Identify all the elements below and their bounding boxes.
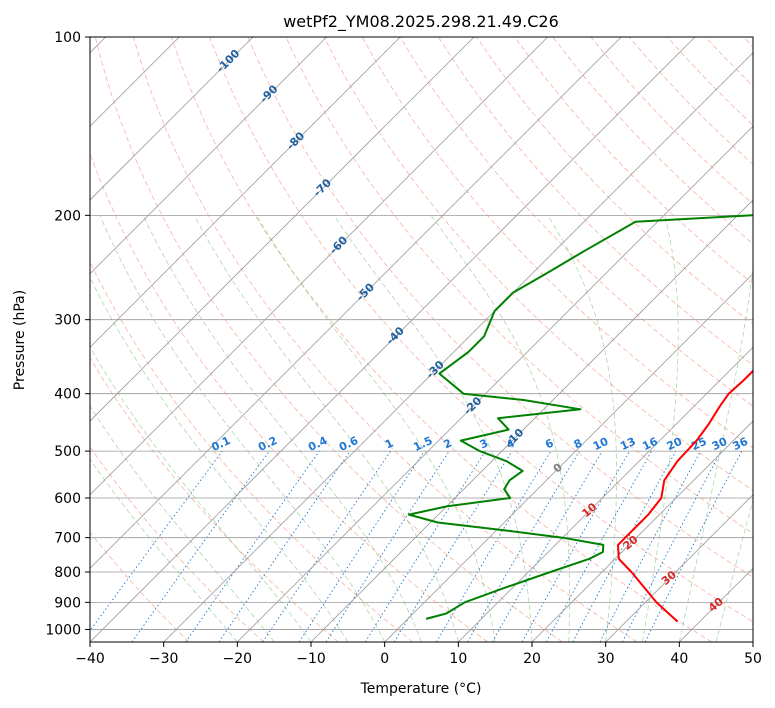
temperature-profile-line: [617, 369, 753, 623]
y-tick-label: 1000: [45, 622, 81, 638]
mixing-ratio-label: 13: [618, 435, 637, 453]
y-axis-ticks: 100 200 300 400 500 600 700 800 900 1000: [45, 30, 90, 638]
dry-adiabat-line: [90, 531, 190, 642]
mixing-ratio-line: [572, 450, 677, 642]
x-tick-label: 30: [597, 651, 615, 667]
isotherm-line: [310, 199, 753, 642]
moist-adiabat-line: [430, 215, 570, 642]
isotherm-line: [531, 420, 753, 642]
isotherm-line: [90, 37, 548, 496]
moist-adiabat-line: [256, 215, 496, 642]
dry-adiabat-line: [361, 37, 753, 449]
dry-adiabat-line: [323, 37, 753, 491]
isotherm-line: [384, 273, 753, 642]
isotherm-line: [90, 37, 401, 348]
mixing-ratio-line: [393, 450, 513, 642]
x-tick-label: −30: [149, 651, 179, 667]
x-tick-label: 50: [744, 651, 762, 667]
moist-adiabat-line: [90, 346, 312, 642]
isotherm-line: [605, 494, 753, 642]
dry-adiabat-line: [209, 37, 753, 623]
isotherm-line: [163, 52, 753, 642]
mixing-ratio-line: [298, 450, 425, 642]
moist-adiabat-line: [678, 266, 753, 642]
y-tick-label: 800: [54, 565, 81, 581]
moist-adiabat-line: [547, 215, 617, 642]
dry-adiabat-line: [399, 37, 753, 407]
dry-adiabat-line: [90, 446, 264, 642]
y-tick-label: 400: [54, 387, 81, 403]
dry-adiabat-line: [133, 37, 638, 642]
x-tick-label: −20: [223, 651, 253, 667]
plot-frame: [89, 36, 754, 643]
isotherm-line: [90, 37, 622, 569]
mixing-ratio-line: [131, 450, 270, 642]
x-axis-ticks: −40 −30 −20 −10 0 10 20 30 40 50: [75, 642, 762, 667]
plot-area: 0.1 0.2 0.4 0.6 1 1.5 2 3 4 6 8 10 13 16 20 25 30 36-100-…: [90, 37, 753, 642]
moist-adiabat-line: [642, 215, 679, 642]
moist-adiabats: [90, 215, 753, 642]
y-tick-label: 200: [54, 208, 81, 224]
x-tick-label: 10: [449, 651, 467, 667]
dry-adiabat-line: [90, 357, 339, 642]
dry-adiabat-line: [90, 152, 488, 642]
mixing-ratio-line: [218, 450, 351, 642]
mixing-ratio-line: [90, 450, 223, 632]
dry-adiabat-line: [171, 37, 712, 642]
isotherm-line: [237, 125, 753, 642]
x-axis-label: Temperature (°C): [360, 681, 482, 697]
mixing-ratio-line: [262, 450, 392, 642]
mixing-ratio-label: 10: [591, 435, 611, 453]
x-tick-label: 40: [670, 651, 688, 667]
dry-adiabats: [90, 37, 753, 642]
moist-adiabat-line: [99, 215, 386, 642]
moist-adiabat-line: [193, 215, 459, 642]
mixing-ratio-line: [325, 450, 450, 642]
isotherm-line: [90, 37, 475, 422]
y-tick-label: 600: [54, 491, 81, 507]
mixing-ratio-lines: [90, 450, 743, 642]
mixing-ratio-label: 30: [710, 435, 730, 453]
moist-adiabat-line: [142, 215, 422, 642]
mixing-ratio-line: [545, 450, 652, 642]
y-tick-label: 100: [54, 30, 81, 46]
x-tick-label: 0: [380, 651, 389, 667]
dry-adiabat-line: [514, 37, 753, 285]
mixing-ratio-line: [521, 450, 630, 642]
dry-adiabat-line: [247, 37, 753, 578]
dry-adiabat-line: [94, 37, 563, 642]
profile-series: [407, 214, 753, 623]
mixing-ratio-label: 20: [665, 435, 685, 453]
x-tick-label: −40: [75, 651, 105, 667]
y-tick-label: 300: [54, 313, 81, 329]
isotherm-line: [90, 37, 327, 275]
dewpoint-profile-line: [407, 214, 753, 620]
isotherms: [90, 37, 753, 642]
moist-adiabat-line: [715, 498, 753, 642]
chart-title: wetPf2_YM08.2025.298.21.49.C26: [283, 12, 559, 32]
moist-adiabat-line: [90, 458, 238, 642]
mixing-ratio-label: 16: [640, 435, 660, 453]
y-tick-label: 900: [54, 595, 81, 611]
dry-adiabat-line: [438, 37, 753, 366]
pressure-gridlines: [90, 37, 753, 630]
mixing-ratio-line: [185, 450, 320, 642]
y-tick-label: 700: [54, 531, 81, 547]
x-tick-label: −10: [296, 651, 326, 667]
dry-adiabat-line: [285, 37, 753, 534]
y-tick-label: 500: [54, 444, 81, 460]
mixing-ratio-label: 25: [689, 435, 708, 453]
y-axis-label: Pressure (hPa): [12, 290, 28, 390]
isotherm-line: [458, 346, 753, 642]
mixing-ratio-line: [644, 450, 743, 642]
x-tick-label: 20: [523, 651, 541, 667]
mixing-ratio-label: 36: [731, 435, 751, 453]
isotherm-line: [90, 37, 254, 201]
isotherm-line: [90, 37, 696, 642]
